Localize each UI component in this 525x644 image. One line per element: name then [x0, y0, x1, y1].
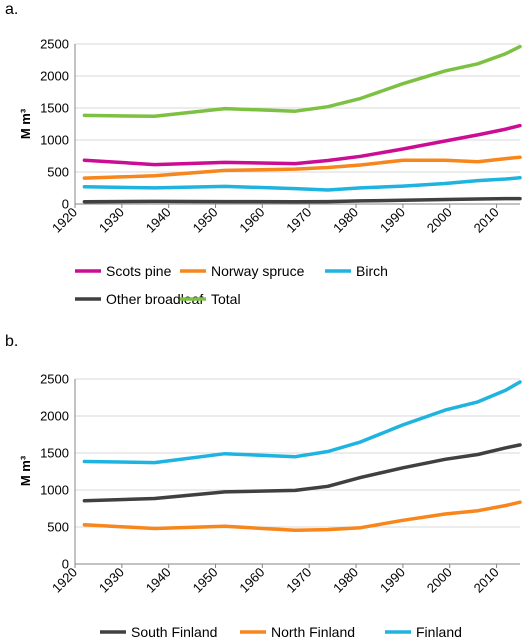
x-tick-label: 1990: [377, 205, 408, 236]
y-tick-label: 500: [47, 520, 69, 535]
legend-item: Other broadleaf: [75, 291, 203, 307]
legend-item: North Finland: [240, 624, 355, 640]
x-tick-label: 1980: [330, 565, 361, 596]
x-tick-label: 2000: [424, 205, 455, 236]
x-tick-label: 1960: [236, 205, 267, 236]
legend-item: Total: [180, 291, 241, 307]
x-tick-label: 1940: [143, 565, 174, 596]
x-tick-label: 2010: [471, 205, 502, 236]
x-tick-label: 1960: [236, 565, 267, 596]
y-tick-label: 1500: [40, 446, 69, 461]
x-tick-label: 1990: [377, 565, 408, 596]
legend-label: North Finland: [271, 624, 355, 640]
series-line-scots-pine: [82, 123, 522, 167]
x-tick-label: 1920: [49, 565, 80, 596]
legend-label: Other broadleaf: [106, 291, 203, 307]
x-tick-label: 2010: [471, 565, 502, 596]
legend-label: Birch: [356, 263, 388, 279]
x-tick-label: 1930: [96, 565, 127, 596]
x-tick-label: 1970: [283, 565, 314, 596]
legend-item: South Finland: [100, 624, 217, 640]
chart-panel-2: b. 0 500 1000 1500 2000 2500 1920 1930 1940 1950 19…: [5, 333, 522, 640]
chart-panel-1: a. 0 500 1000 1500 2000 2500 1920 1930 1940 1950 19…: [5, 1, 522, 307]
series-line-south-finland: [82, 443, 522, 503]
x-tick-label: 1940: [143, 205, 174, 236]
x-tick-label: 1970: [283, 205, 314, 236]
y-axis-label: M m³: [18, 455, 33, 486]
series-line-total: [82, 44, 522, 119]
legend-item: Birch: [325, 263, 388, 279]
series-line-finland: [82, 380, 522, 465]
panel-label: b.: [5, 333, 18, 350]
legend-label: Finland: [416, 624, 462, 640]
y-tick-label: 500: [47, 165, 69, 180]
y-tick-label: 2000: [40, 409, 69, 424]
legend-label: Scots pine: [106, 263, 172, 279]
y-tick-label: 1000: [40, 483, 69, 498]
series-line-birch: [82, 176, 522, 192]
x-tick-label: 1930: [96, 205, 127, 236]
series-line-north-finland: [82, 500, 522, 533]
legend-item: Finland: [385, 624, 462, 640]
y-tick-label: 2000: [40, 69, 69, 84]
x-tick-label: 1950: [190, 565, 221, 596]
legend-label: Total: [211, 291, 241, 307]
series-line-other-broadleaf: [82, 196, 522, 204]
x-tick-label: 1980: [330, 205, 361, 236]
y-tick-label: 1000: [40, 133, 69, 148]
x-tick-label: 1950: [190, 205, 221, 236]
y-tick-label: 2500: [40, 37, 69, 52]
y-tick-label: 0: [62, 557, 69, 572]
legend-item: Scots pine: [75, 263, 172, 279]
legend-item: Norway spruce: [180, 263, 305, 279]
panel-label: a.: [5, 1, 18, 18]
y-tick-label: 1500: [40, 101, 69, 116]
y-tick-label: 0: [62, 197, 69, 212]
legend-label: South Finland: [131, 624, 217, 640]
legend-label: Norway spruce: [211, 263, 305, 279]
series-line-norway-spruce: [82, 155, 522, 180]
x-tick-label: 1920: [49, 205, 80, 236]
y-axis-label: M m³: [18, 108, 33, 139]
y-tick-label: 2500: [40, 372, 69, 387]
x-tick-label: 2000: [424, 565, 455, 596]
